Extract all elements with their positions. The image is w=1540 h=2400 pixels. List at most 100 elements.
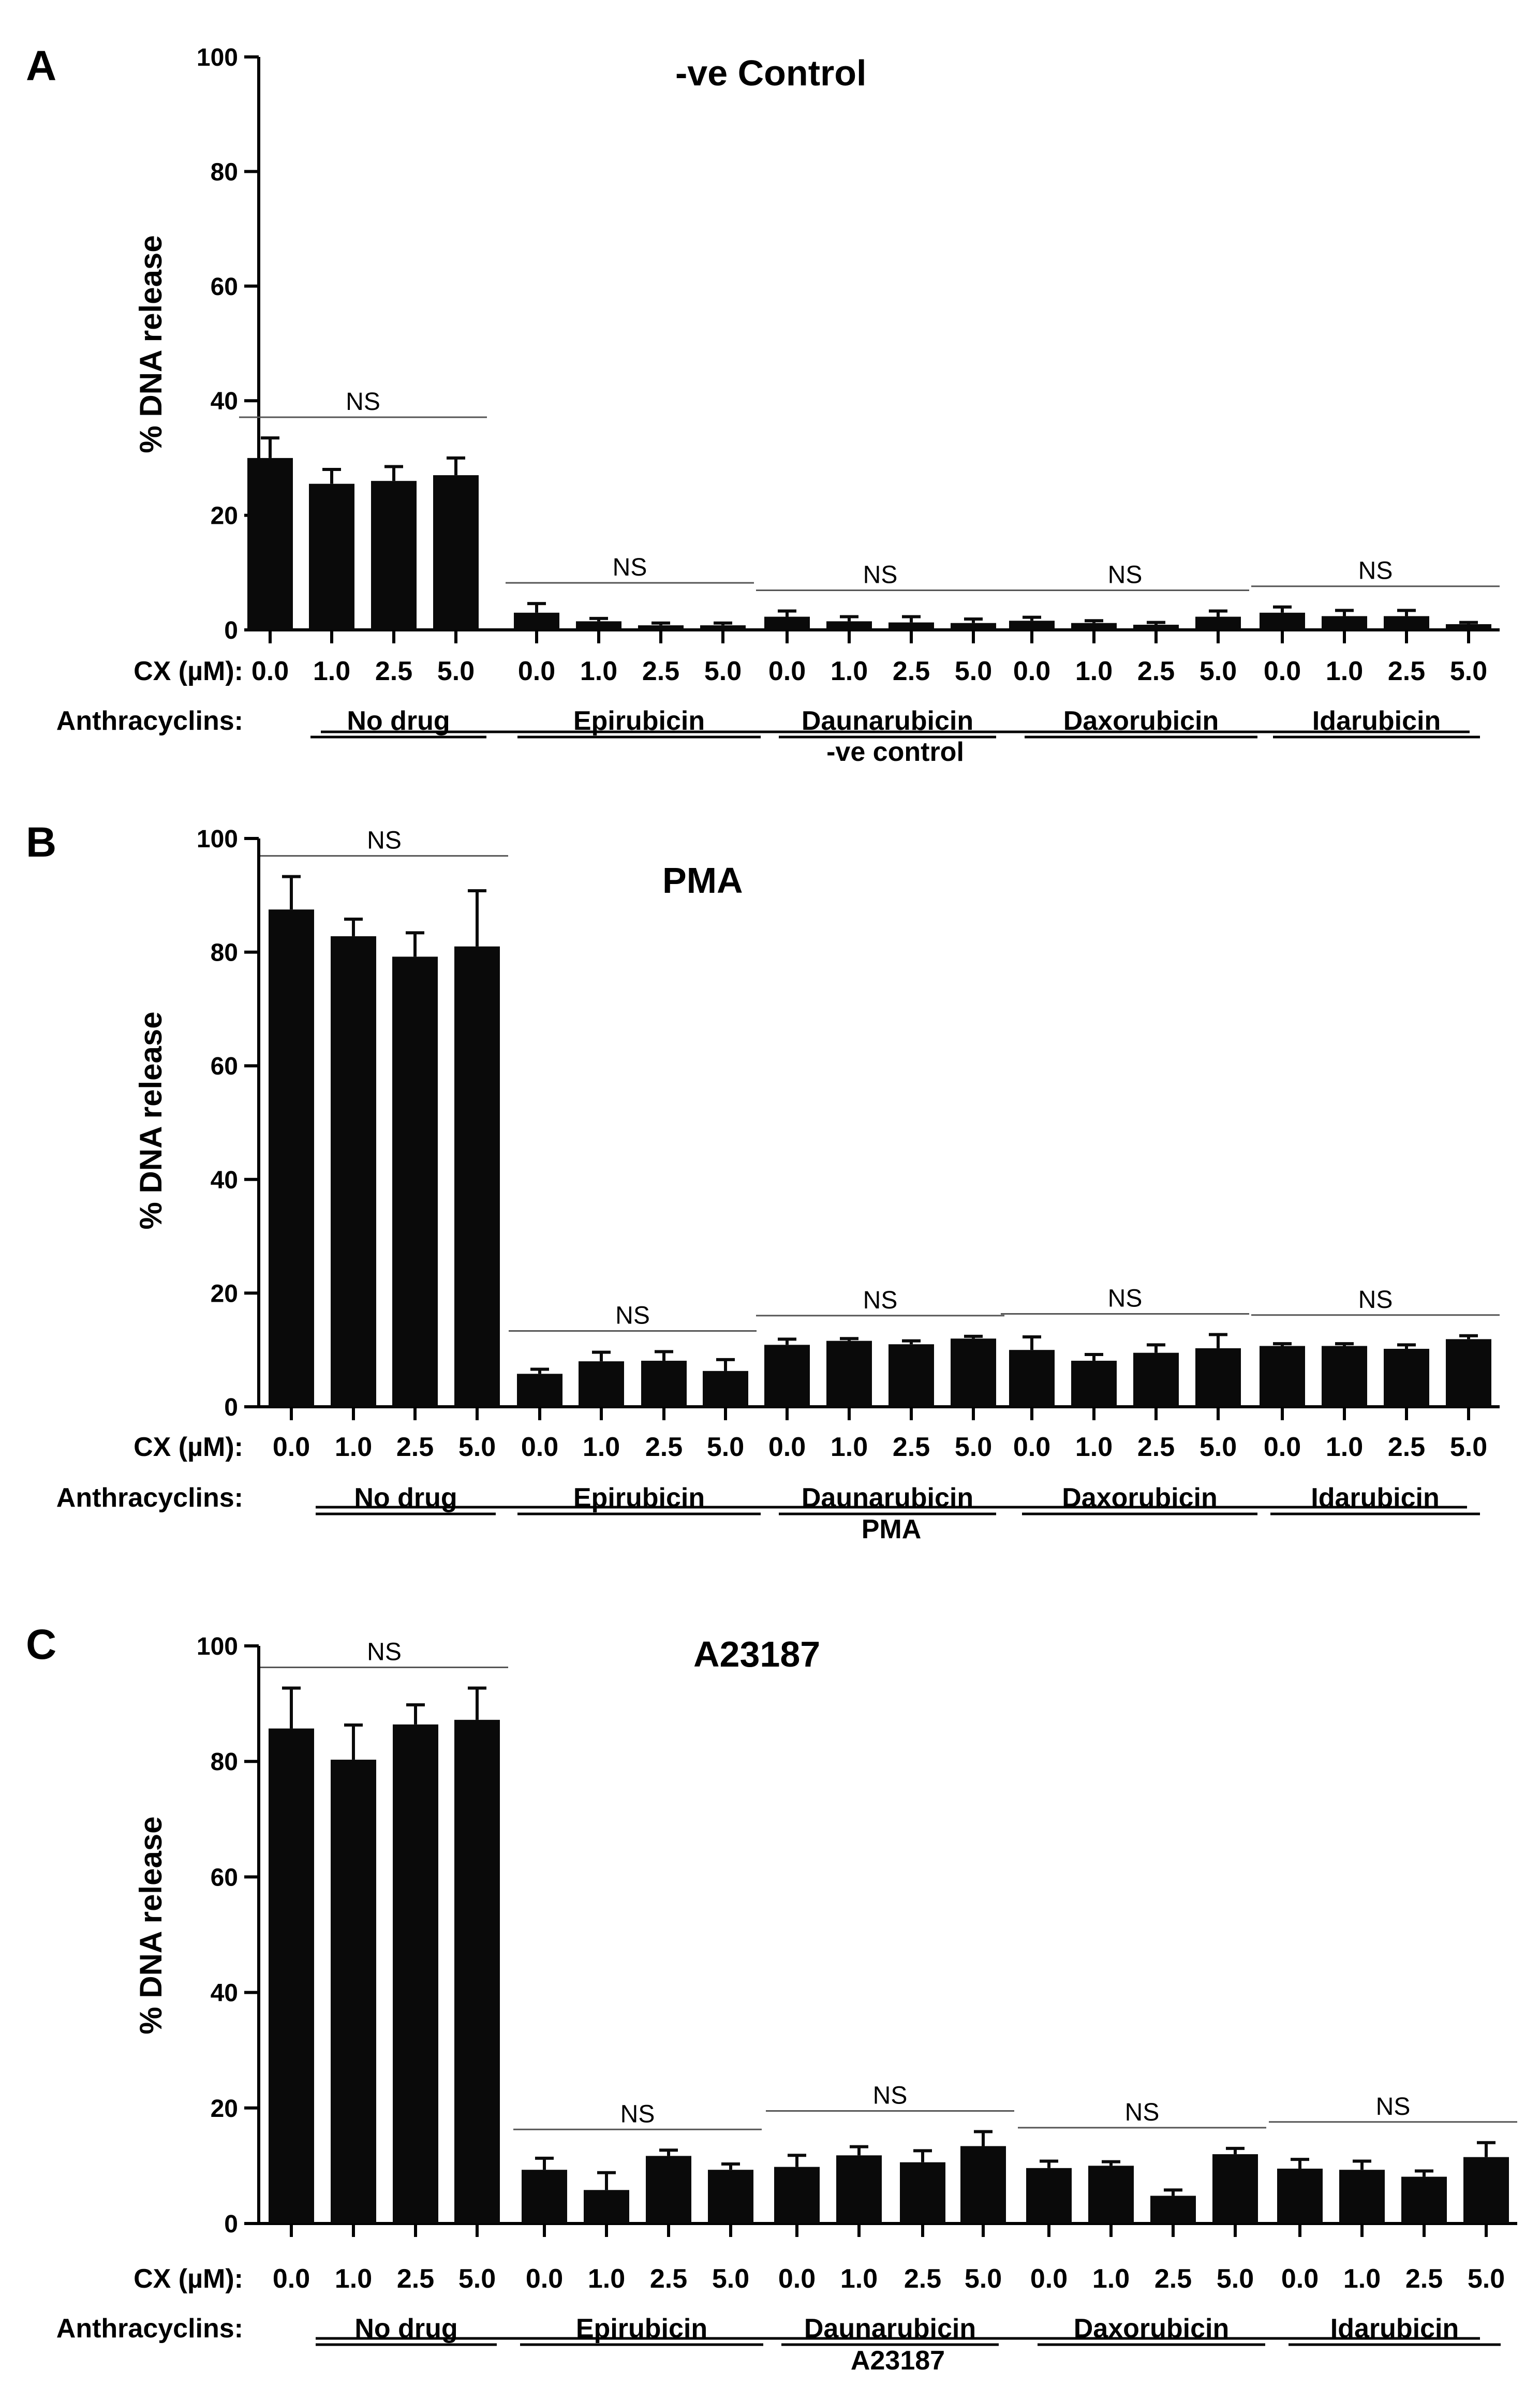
y-tick-label: 0 [224, 617, 238, 644]
bar-idarubicin-0.0 [1260, 612, 1305, 630]
panel-letter: B [26, 819, 56, 866]
cx-tick-label: 0.0 [273, 1432, 310, 1462]
bar-daunarubicin-1.0 [826, 1341, 872, 1407]
cx-row-label: CX (µM): [134, 656, 243, 686]
cx-tick-label: 2.5 [1137, 656, 1175, 686]
y-axis-label: % DNA release [134, 1816, 168, 2034]
bar-daunarubicin-2.5 [900, 2162, 945, 2224]
bar-idarubicin-2.5 [1401, 2176, 1447, 2224]
bar-no-drug-0.0 [269, 909, 314, 1407]
bar-epirubicin-2.5 [646, 2156, 691, 2224]
cx-tick-label: 5.0 [955, 1432, 992, 1462]
y-tick-label: 100 [197, 1633, 238, 1660]
cx-tick-label: 1.0 [831, 1432, 868, 1462]
y-tick-label: 80 [211, 939, 238, 967]
cx-tick-label: 1.0 [1092, 2264, 1130, 2294]
significance-label: NS [615, 1302, 650, 1329]
bar-idarubicin-0.0 [1277, 2168, 1323, 2224]
bar-daunarubicin-5.0 [960, 2146, 1006, 2224]
cx-tick-label: 1.0 [313, 656, 350, 686]
bar-daxorubicin-2.5 [1133, 625, 1179, 630]
y-tick-label: 60 [211, 273, 238, 301]
treatment-label: A23187 [851, 2346, 945, 2376]
cx-tick-label: 5.0 [1200, 1432, 1237, 1462]
bar-epirubicin-1.0 [579, 1361, 624, 1407]
anthracyclins-row-label: Anthracyclins: [56, 1483, 243, 1513]
cx-tick-label: 1.0 [1326, 1432, 1363, 1462]
cx-row-label: CX (µM): [134, 1432, 243, 1462]
bar-no-drug-2.5 [393, 1724, 438, 2224]
cx-tick-label: 5.0 [1200, 656, 1237, 686]
panel-letter: A [26, 42, 56, 90]
cx-tick-label: 1.0 [831, 656, 868, 686]
bar-daxorubicin-2.5 [1150, 2196, 1196, 2224]
cx-tick-label: 5.0 [1468, 2264, 1505, 2294]
y-tick-label: 0 [224, 1394, 238, 1421]
bar-daxorubicin-0.0 [1009, 1350, 1055, 1407]
cx-tick-label: 0.0 [1013, 1432, 1050, 1462]
anthracyclins-row-label: Anthracyclins: [56, 706, 243, 736]
cx-tick-label: 0.0 [1030, 2264, 1068, 2294]
bar-daxorubicin-1.0 [1088, 2166, 1134, 2224]
cx-tick-label: 2.5 [645, 1432, 683, 1462]
cx-tick-label: 5.0 [1450, 1432, 1487, 1462]
significance-label: NS [873, 2082, 908, 2110]
cx-tick-label: 2.5 [642, 656, 679, 686]
y-tick-label: 80 [211, 158, 238, 186]
treatment-label: PMA [862, 1514, 922, 1544]
significance-label: NS [1108, 561, 1143, 588]
treatment-label: -ve control [826, 737, 964, 767]
significance-label: NS [1376, 2093, 1411, 2121]
panel-letter: C [26, 1621, 56, 1668]
bar-daxorubicin-2.5 [1133, 1352, 1179, 1407]
y-axis-label: % DNA release [134, 235, 168, 453]
bar-epirubicin-0.0 [517, 1374, 562, 1407]
bar-daunarubicin-0.0 [764, 616, 810, 630]
bar-no-drug-5.0 [454, 946, 500, 1407]
cx-tick-label: 0.0 [768, 1432, 806, 1462]
cx-tick-label: 2.5 [904, 2264, 941, 2294]
bar-no-drug-1.0 [331, 936, 376, 1407]
bar-daxorubicin-0.0 [1009, 621, 1055, 630]
cx-tick-label: 2.5 [397, 2264, 434, 2294]
cx-tick-label: 0.0 [251, 656, 289, 686]
bar-no-drug-1.0 [331, 1759, 376, 2224]
bar-idarubicin-1.0 [1322, 616, 1367, 630]
cx-tick-label: 5.0 [707, 1432, 744, 1462]
panel-title: -ve Control [675, 53, 866, 93]
cx-tick-label: 0.0 [778, 2264, 816, 2294]
bar-daxorubicin-5.0 [1212, 2154, 1258, 2224]
significance-label: NS [367, 1638, 402, 1666]
panel-b: B PMA % DNA release 0 20 40 60 80 100 CX (µM): Ant… [26, 819, 1500, 1544]
y-tick-label: 100 [197, 826, 238, 853]
cx-tick-label: 2.5 [396, 1432, 434, 1462]
cx-tick-label: 0.0 [1264, 1432, 1301, 1462]
cx-tick-label: 0.0 [526, 2264, 563, 2294]
bar-daunarubicin-2.5 [889, 1344, 934, 1407]
bar-epirubicin-5.0 [708, 2170, 753, 2224]
bar-epirubicin-1.0 [584, 2190, 629, 2224]
bar-daunarubicin-5.0 [951, 623, 996, 630]
bar-no-drug-0.0 [269, 1728, 314, 2224]
significance-label: NS [863, 561, 898, 588]
bar-daunarubicin-5.0 [951, 1338, 996, 1407]
bar-no-drug-5.0 [454, 1719, 500, 2224]
cx-tick-label: 1.0 [840, 2264, 878, 2294]
cx-tick-label: 1.0 [588, 2264, 625, 2294]
bar-epirubicin-5.0 [703, 1371, 748, 1407]
bar-idarubicin-5.0 [1446, 1339, 1491, 1407]
cx-tick-label: 0.0 [768, 656, 806, 686]
y-axis-label: % DNA release [134, 1011, 168, 1229]
significance-label: NS [1358, 1286, 1393, 1314]
cx-tick-label: 0.0 [1013, 656, 1050, 686]
y-tick-label: 60 [211, 1053, 238, 1080]
bar-no-drug-0.0 [247, 458, 293, 630]
cx-tick-label: 2.5 [1154, 2264, 1192, 2294]
cx-tick-label: 1.0 [1075, 656, 1113, 686]
cx-tick-label: 2.5 [1405, 2264, 1443, 2294]
cx-tick-label: 5.0 [955, 656, 992, 686]
significance-label: NS [1108, 1285, 1143, 1313]
bar-daxorubicin-1.0 [1071, 1361, 1117, 1407]
cx-tick-label: 5.0 [1217, 2264, 1254, 2294]
cx-tick-label: 5.0 [1450, 656, 1487, 686]
